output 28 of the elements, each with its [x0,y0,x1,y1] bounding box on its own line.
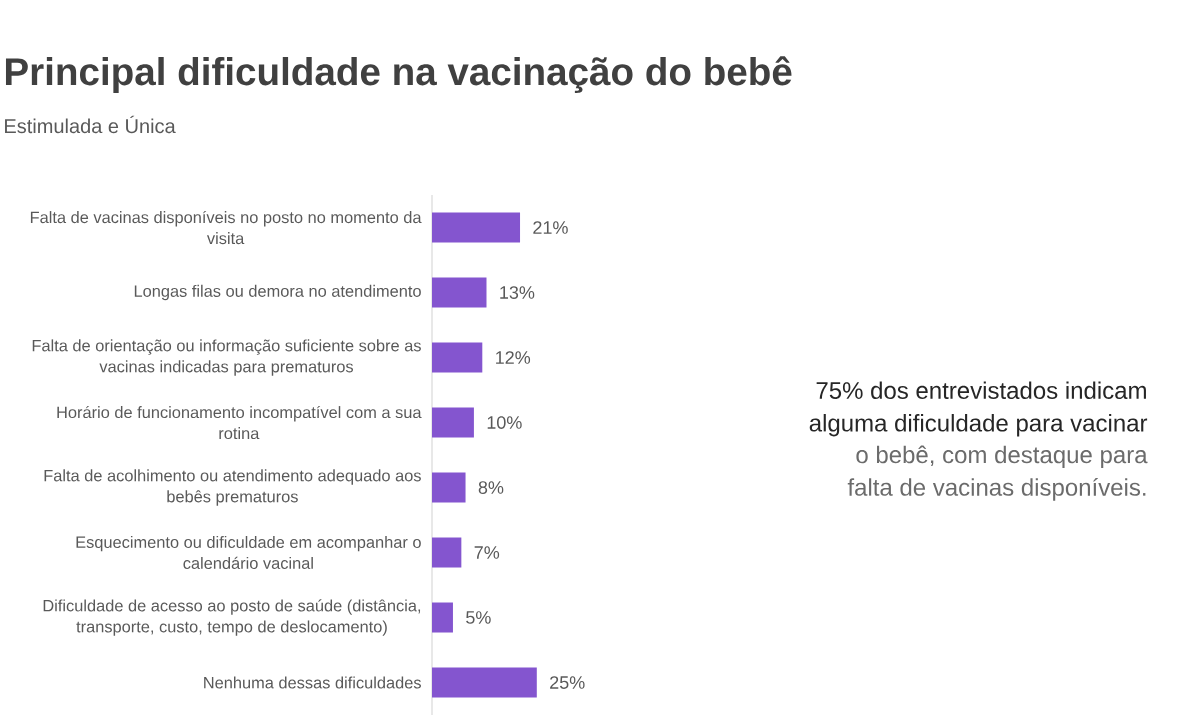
data-label: 25% [550,676,585,689]
y-tick-label: Horário de funcionamento incompatível com a sua rotina [57,405,422,440]
y-tick-label: Longas filas ou demora no atendimento [134,284,421,301]
bar [432,407,474,438]
data-label: 7% [474,546,500,559]
bar [432,472,466,503]
bar [432,212,521,243]
data-label: 8% [478,481,504,494]
bar [432,342,483,373]
y-tick-label: Falta de vacinas disponíveis no posto no momento da visita [30,210,422,245]
y-tick-label: Falta de acolhimento ou atendimento adequado aos bebês prematuros [44,469,421,506]
text: 75% dos entrevistados indicam alguma dificuldade para vacinar [809,381,1148,437]
bar [432,602,453,633]
bar [432,667,537,698]
data-label: 10% [487,416,522,429]
data-label: 12% [496,351,531,364]
chart-title: Principal dificuldade na vacinação do bebê [5,56,792,93]
y-tick-label: Esquecimento ou dificuldade em acompanhar o calendário vacinal [76,535,421,570]
y-tick-label: Falta de orientação ou informação suficiente sobre as vacinas indicadas para prematuros [32,339,421,376]
text: o bebê, com destaque para falta de vacinas disponíveis. [847,445,1148,501]
data-label: 5% [466,611,491,624]
y-tick-label: Dificuldade de acesso ao posto de saúde (distância, transporte, custo, tempo de deslocamento) [43,599,421,636]
y-tick-label: Nenhuma dessas dificuldades [204,676,421,689]
data-label: 21% [533,221,568,234]
text: Estimulada e Única [5,115,176,134]
data-label: 13% [500,286,535,299]
bar [432,537,462,568]
bar [432,277,487,308]
